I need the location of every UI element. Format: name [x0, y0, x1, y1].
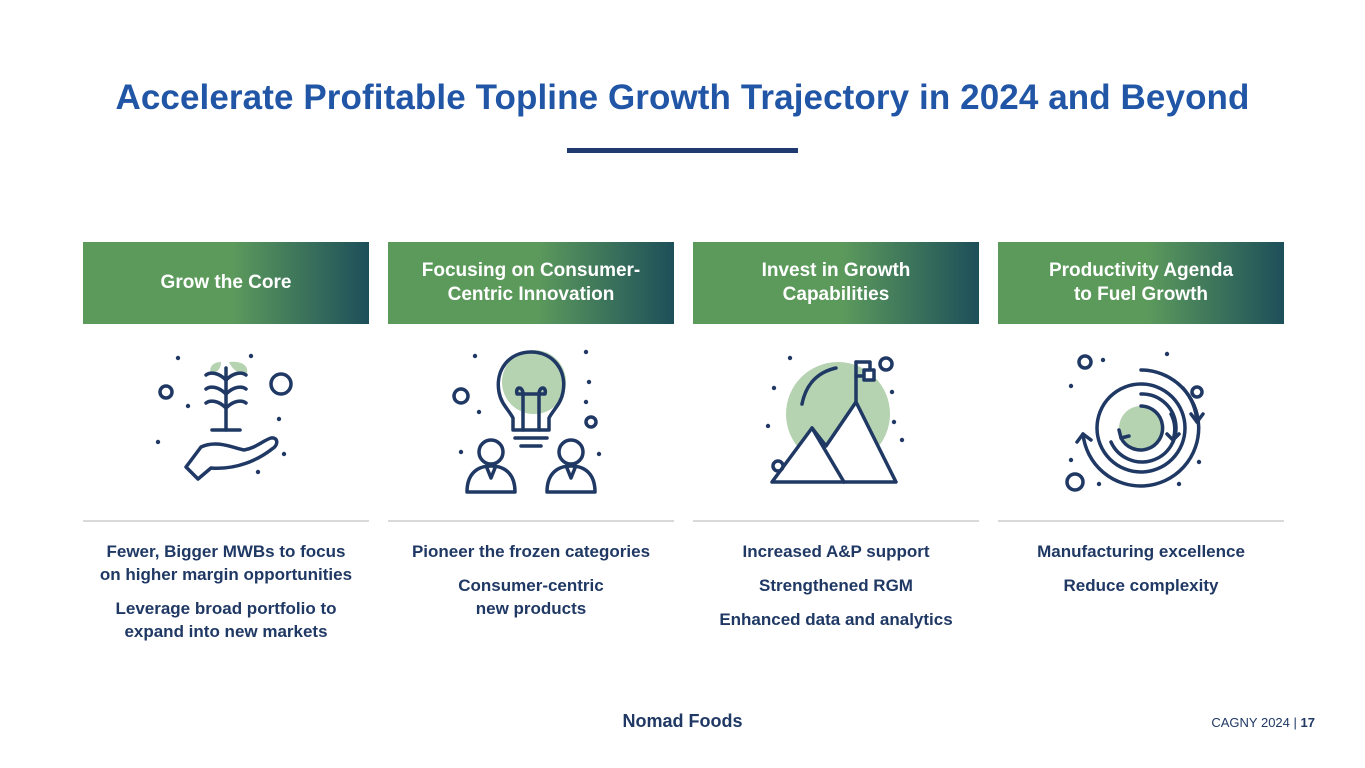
- footer-page-info: CAGNY 2024 | 17: [1211, 715, 1315, 730]
- pillar-header: Productivity Agenda to Fuel Growth: [998, 242, 1284, 324]
- company-logo: Nomad Foods: [622, 711, 743, 731]
- pillar-header: Focusing on Consumer- Centric Innovation: [388, 242, 674, 324]
- footer-separator: |: [1293, 715, 1297, 730]
- pillar-growth-capabilities: Invest in Growth Capabilities Increas: [693, 242, 979, 662]
- pillar-innovation: Focusing on Consumer- Centric Innovation: [388, 242, 674, 662]
- pillar-point: Pioneer the frozen categories: [411, 542, 651, 561]
- pillar-body: Pioneer the frozen categories Consumer-c…: [388, 540, 674, 631]
- divider: [998, 520, 1284, 522]
- pillar-header-text: Focusing on Consumer- Centric Innovation: [421, 260, 641, 305]
- hand-plant-icon: [83, 342, 369, 507]
- pillar-productivity: Productivity Agenda to Fuel Growth: [998, 242, 1284, 662]
- pillar-body: Increased A&P support Strengthened RGM E…: [693, 540, 979, 642]
- pillar-header: Grow the Core: [83, 242, 369, 324]
- lightbulb-people-icon: [388, 342, 674, 507]
- pillar-header: Invest in Growth Capabilities: [693, 242, 979, 324]
- pillar-body: Manufacturing excellence Reduce complexi…: [998, 540, 1284, 608]
- event-label: CAGNY 2024: [1211, 715, 1290, 730]
- pillar-grow-core: Grow the Core: [83, 242, 369, 662]
- page-number: 17: [1300, 715, 1315, 730]
- pillar-point: Consumer-centric new products: [458, 576, 604, 618]
- pillar-header-text: Productivity Agenda to Fuel Growth: [1048, 260, 1234, 305]
- pillar-header-text: Grow the Core: [160, 272, 292, 293]
- mountain-flag-icon: [693, 342, 979, 507]
- pillar-header-text: Invest in Growth Capabilities: [761, 260, 911, 305]
- divider: [388, 520, 674, 522]
- pillar-point: Reduce complexity: [1063, 576, 1219, 595]
- pillar-point: Strengthened RGM: [759, 576, 913, 595]
- circular-arrows-icon: [998, 342, 1284, 507]
- pillar-point: Enhanced data and analytics: [719, 610, 953, 629]
- divider: [693, 520, 979, 522]
- title-underline: [567, 148, 798, 153]
- pillar-point: Fewer, Bigger MWBs to focus on higher ma…: [99, 542, 353, 584]
- pillar-body: Fewer, Bigger MWBs to focus on higher ma…: [83, 540, 369, 654]
- pillar-point: Leverage broad portfolio to expand into …: [115, 599, 337, 641]
- pillar-point: Increased A&P support: [742, 542, 930, 561]
- slide-title: Accelerate Profitable Topline Growth Tra…: [115, 78, 1250, 117]
- divider: [83, 520, 369, 522]
- pillar-point: Manufacturing excellence: [1037, 542, 1245, 561]
